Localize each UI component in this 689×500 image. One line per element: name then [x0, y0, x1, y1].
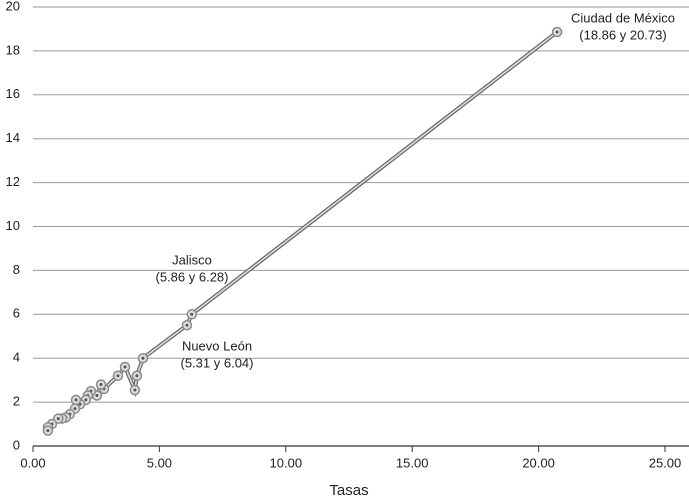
y-tick-label: 18	[6, 42, 20, 57]
point-center	[133, 388, 137, 392]
point-center	[95, 394, 99, 398]
point-center	[99, 383, 103, 387]
y-tick-label: 2	[13, 394, 20, 409]
y-tick-label: 14	[6, 130, 20, 145]
x-tick-label: 10.00	[270, 455, 303, 470]
point-center	[190, 312, 194, 316]
x-tick-label: 20.00	[522, 455, 555, 470]
point-center	[74, 398, 78, 402]
point-center	[73, 407, 77, 411]
point-center	[135, 374, 139, 378]
annotation: Jalisco	[172, 252, 212, 267]
annotation: (5.86 y 6.28)	[156, 269, 229, 284]
annotation: (5.31 y 6.04)	[181, 355, 254, 370]
point-center	[555, 30, 559, 34]
point-center	[116, 374, 120, 378]
point-center	[84, 398, 88, 402]
y-tick-label: 0	[13, 437, 20, 452]
x-tick-label: 0.00	[20, 455, 45, 470]
x-tick-label: 5.00	[147, 455, 172, 470]
annotation: Nuevo León	[182, 338, 252, 353]
y-tick-label: 10	[6, 218, 20, 233]
y-tick-label: 16	[6, 86, 20, 101]
y-tick-label: 12	[6, 174, 20, 189]
point-center	[123, 365, 127, 369]
x-tick-label: 15.00	[396, 455, 429, 470]
y-tick-label: 8	[13, 262, 20, 277]
x-axis-label: Tasas	[329, 482, 368, 499]
point-center	[141, 356, 145, 360]
y-tick-label: 6	[13, 306, 20, 321]
annotation: (18.86 y 20.73)	[579, 27, 666, 42]
annotation: Ciudad de México	[571, 10, 675, 25]
y-tick-label: 4	[13, 350, 20, 365]
y-tick-label: 20	[6, 0, 20, 13]
x-tick-label: 25.00	[649, 455, 682, 470]
point-center	[185, 323, 189, 327]
point-center	[56, 417, 60, 421]
point-center	[46, 429, 50, 433]
